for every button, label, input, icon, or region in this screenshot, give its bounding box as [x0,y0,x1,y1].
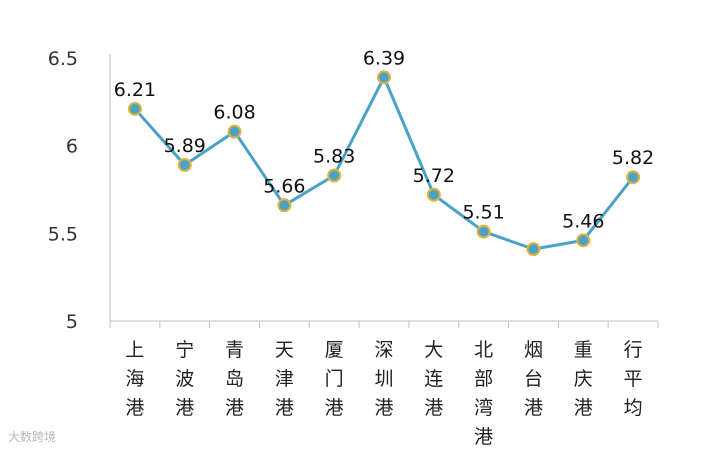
x-tick-label-char: 部 [474,368,493,390]
data-point [227,124,242,139]
x-tick-label: 重庆港 [574,339,593,419]
data-point [476,224,491,239]
x-tick-label-char: 厦 [325,339,344,361]
x-tick-label: 青岛港 [225,339,244,419]
x-tick-label-char: 北 [474,339,493,361]
data-point [377,70,391,85]
x-tick-label: 天津港 [275,339,294,419]
data-label: 5.82 [612,147,654,169]
data-point [127,101,142,116]
x-tick-label-char: 宁 [175,339,194,361]
x-tick-label-char: 均 [624,397,643,419]
x-tick-label-char: 大 [424,339,443,361]
data-label: 5.51 [462,202,504,224]
x-tick-label-char: 上 [125,339,144,361]
y-tick-label: 6.5 [48,48,78,70]
x-tick-label-char: 岛 [225,368,244,390]
x-tick-label-char: 港 [474,426,493,448]
chart-axes [109,54,659,328]
x-tick-label-char: 门 [325,368,344,390]
x-tick-label-char: 港 [125,397,144,419]
x-tick-label-char: 湾 [474,397,493,419]
watermark: 大数跨境 [8,430,57,444]
data-point [277,198,292,213]
data-point [327,168,342,183]
x-tick-label-char: 行 [624,339,643,361]
x-tick-label-char: 烟 [524,339,543,361]
data-point [576,233,591,248]
x-tick-label-char: 庆 [574,368,593,390]
x-tick-label-char: 连 [424,368,443,390]
x-tick-label-char: 海 [125,368,144,390]
x-tick-label: 行平均 [624,339,643,419]
x-tick-label-char: 波 [175,368,194,390]
data-point [626,170,641,185]
data-label: 5.46 [562,210,604,232]
data-point [177,157,192,172]
x-tick-label: 深圳港 [374,339,393,419]
x-tick-label-char: 港 [524,397,543,419]
x-tick-label: 上海港 [125,339,144,419]
x-tick-label: 大连港 [424,339,443,419]
data-label: 5.83 [313,145,355,167]
x-tick-label-char: 天 [275,339,294,361]
x-tick-label-char: 重 [574,339,593,361]
x-tick-label-char: 台 [524,368,543,390]
y-tick-label: 5 [66,311,78,333]
data-point [526,242,541,257]
y-tick-label: 6 [66,136,78,158]
data-label: 6.08 [213,102,255,124]
x-tick-label: 厦门港 [325,339,344,419]
x-tick-label-char: 平 [624,368,643,390]
x-tick-label-char: 港 [275,397,294,419]
x-tick-label: 宁波港 [175,339,194,419]
data-series [127,70,641,257]
data-label: 5.89 [164,135,206,157]
x-tick-label-char: 港 [175,397,194,419]
data-point [426,187,441,202]
y-axis-ticks: 5 5.5 6 6.5 [48,48,78,333]
x-tick-label-char: 港 [225,397,244,419]
data-labels: 6.21 5.89 6.08 5.66 5.83 6.39 5.72 5.51 5.46 5.82 [114,47,654,232]
data-label: 5.72 [413,165,455,187]
data-label: 6.39 [363,47,405,69]
x-tick-label-char: 青 [225,339,244,361]
data-label: 5.66 [263,175,305,197]
x-tick-label-char: 圳 [374,368,393,390]
x-tick-label-char: 港 [325,397,344,419]
x-tick-label-char: 港 [424,397,443,419]
x-tick-label-char: 深 [374,339,393,361]
y-tick-label: 5.5 [48,223,78,245]
x-tick-label-char: 津 [275,368,294,390]
x-tick-label: 烟台港 [524,339,543,419]
x-tick-label-char: 港 [374,397,393,419]
series-line [133,75,635,251]
x-tick-label-char: 港 [574,397,593,419]
data-label: 6.21 [114,79,156,101]
